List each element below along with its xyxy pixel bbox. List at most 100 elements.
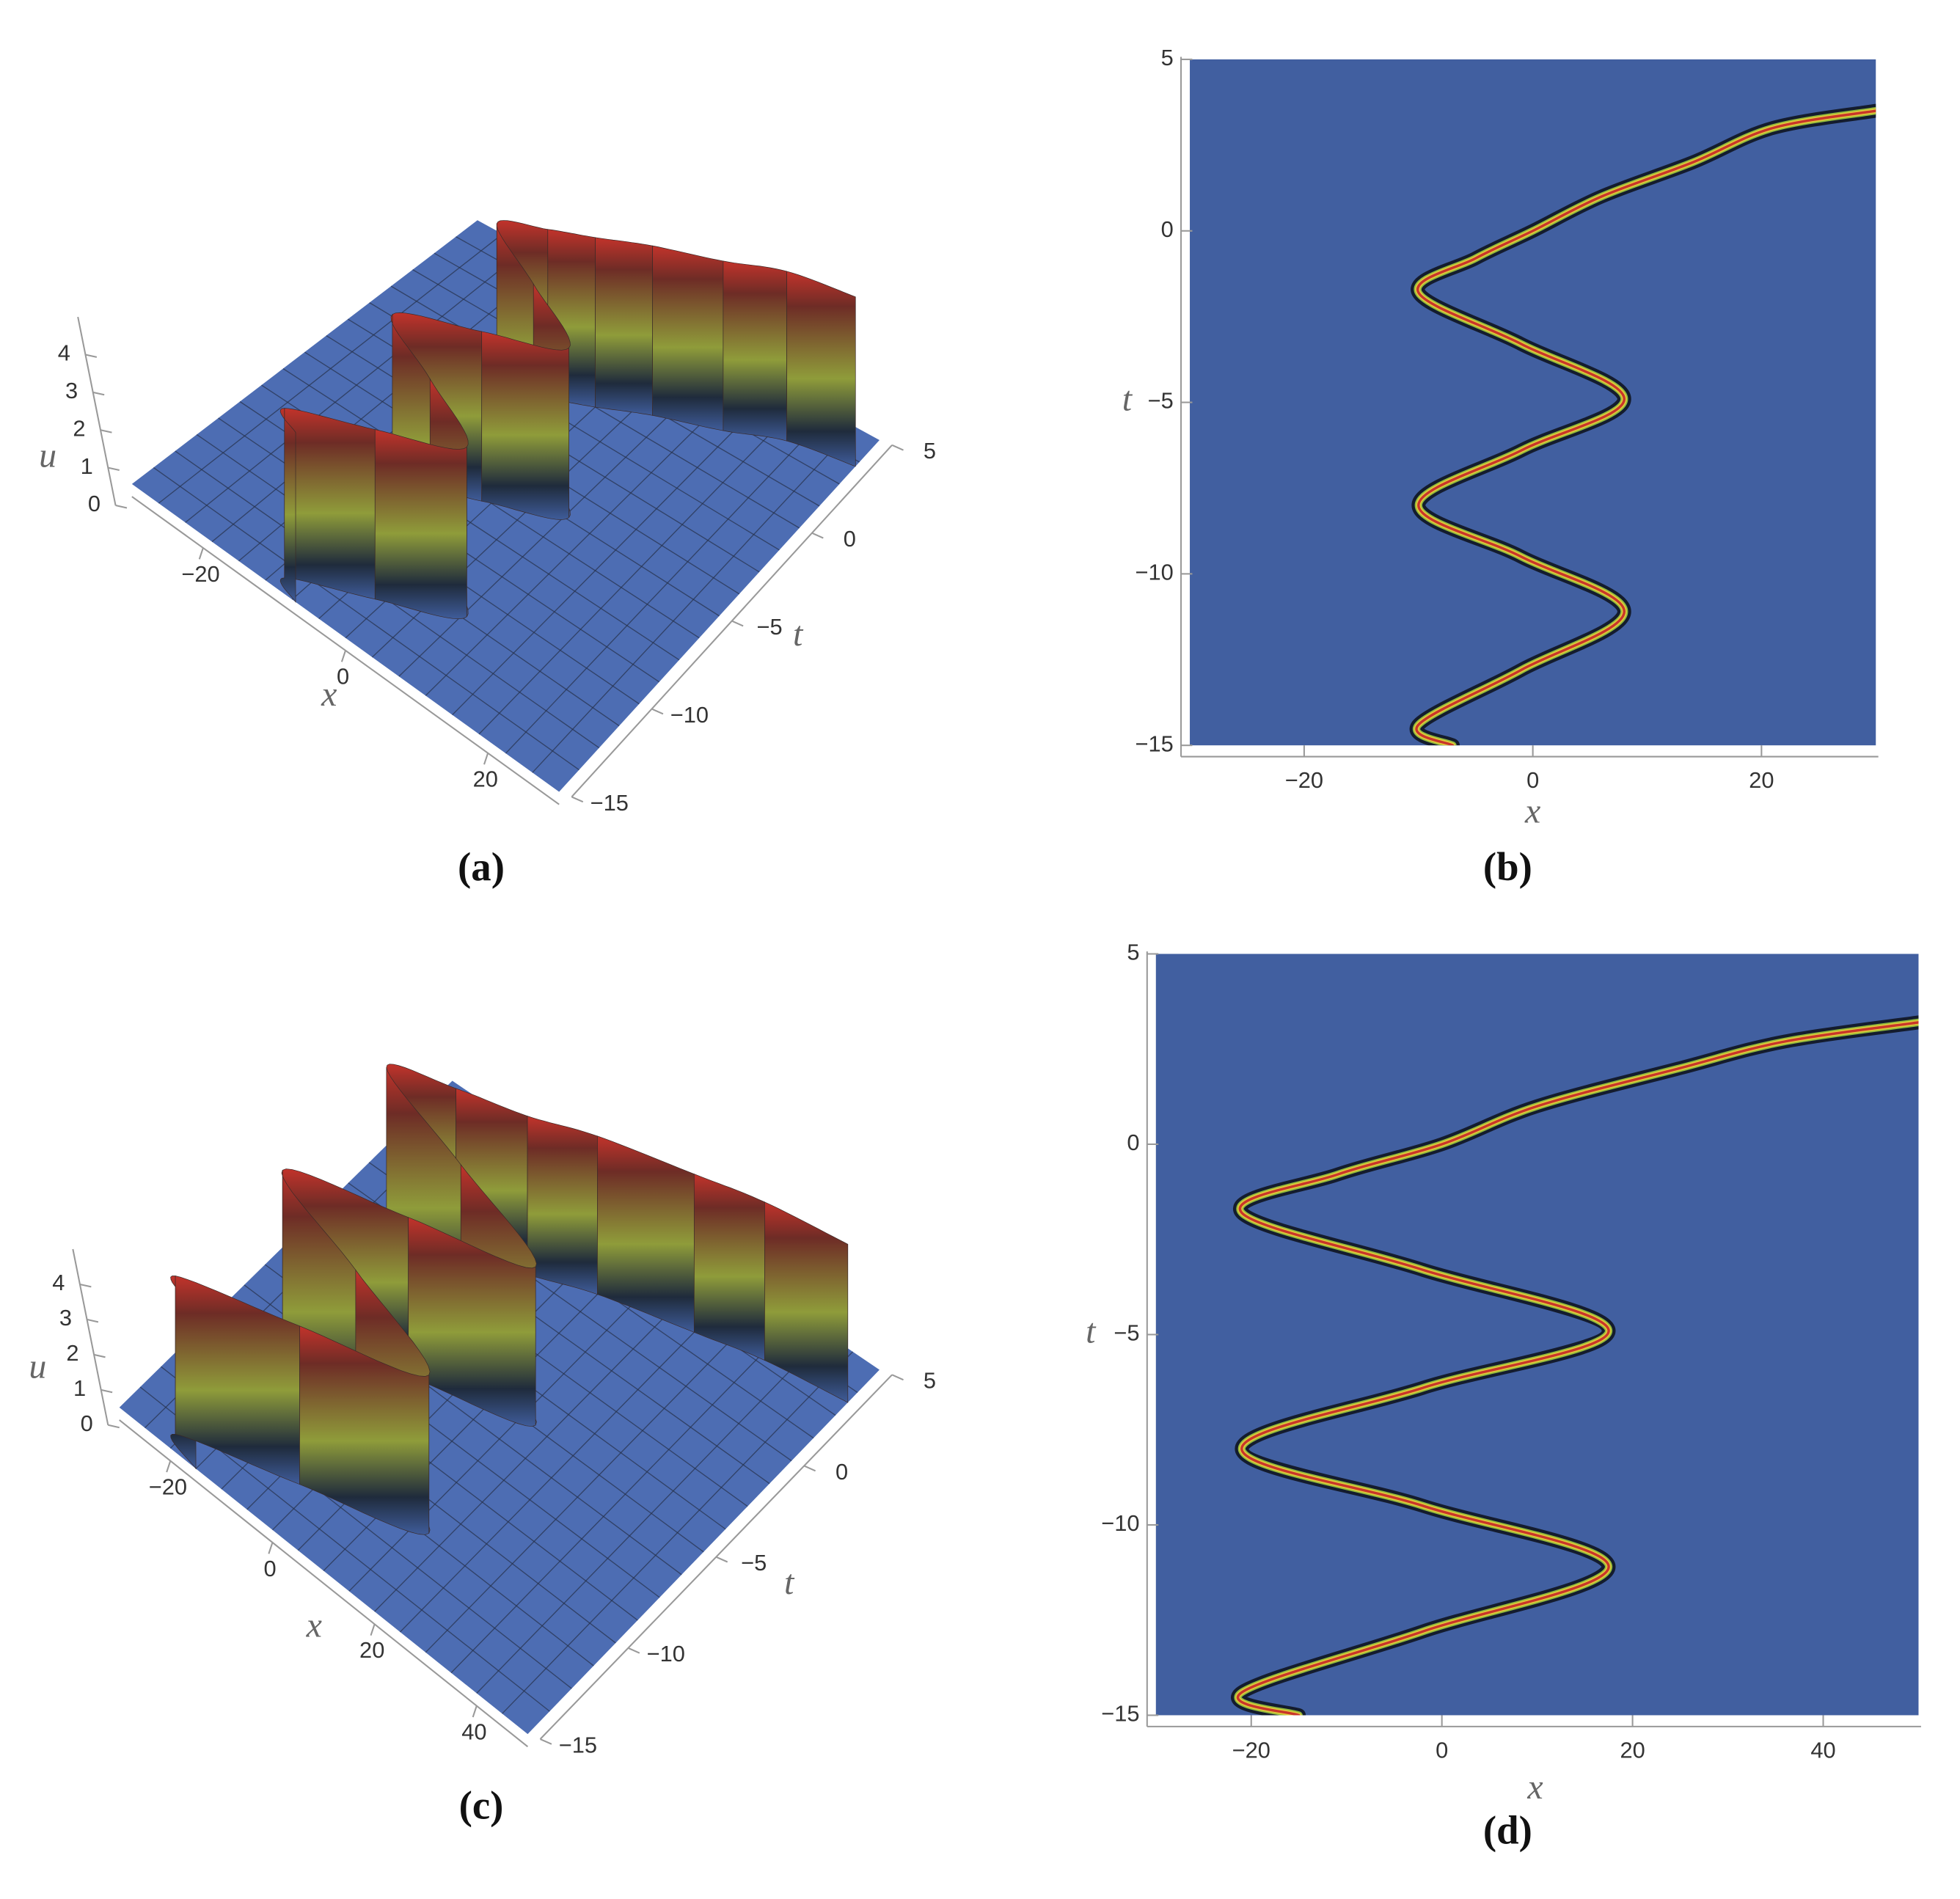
t-tick — [891, 1374, 904, 1381]
wall-segment — [299, 1325, 430, 1535]
y-tick-label: −15 — [1101, 1701, 1139, 1727]
x-tick-label: −20 — [1285, 767, 1323, 793]
t-tick — [803, 1465, 816, 1472]
u-axis — [72, 1248, 109, 1426]
plot-area — [1190, 59, 1876, 746]
wall-segment — [764, 1201, 849, 1403]
mesh-line — [505, 412, 830, 754]
mesh-line — [399, 1278, 747, 1633]
x-tick — [198, 547, 204, 560]
t-tick-label: −10 — [670, 702, 709, 728]
x-tick-label: 40 — [461, 1719, 486, 1744]
x-tick-label: 0 — [263, 1556, 276, 1581]
wall-segment — [595, 237, 653, 416]
t-tick — [627, 1647, 640, 1654]
mesh-line — [452, 384, 780, 716]
u-tick-label: 0 — [81, 1410, 93, 1436]
mesh-line — [476, 1333, 827, 1694]
ridge — [1231, 1015, 1919, 1716]
u-tick — [92, 391, 105, 396]
x-tick-label: 20 — [473, 766, 498, 792]
x-axis-label: x — [1526, 1768, 1543, 1807]
x-tick-label: −20 — [1232, 1737, 1270, 1763]
u-tick — [100, 1388, 113, 1394]
x-tick-label: 20 — [359, 1637, 384, 1663]
t-tick-label: 5 — [924, 438, 936, 464]
x-axis-label: x — [306, 1606, 322, 1644]
u-axis-label: u — [29, 1347, 46, 1386]
x-axis — [119, 1419, 529, 1748]
x-tick — [483, 753, 489, 765]
wall-segment — [284, 408, 376, 600]
ridge-core — [1415, 109, 1876, 746]
x-tick — [472, 1705, 478, 1718]
u-tick-label: 3 — [65, 378, 78, 403]
u-tick — [108, 466, 120, 472]
panel-label: (c) — [459, 1783, 504, 1828]
u-axis-label: u — [39, 436, 56, 475]
t-tick-label: −5 — [757, 614, 783, 640]
t-tick-label: −10 — [647, 1641, 685, 1666]
panel-label: (a) — [458, 844, 505, 889]
u-tick — [115, 505, 128, 509]
u-tick-label: 2 — [66, 1340, 78, 1366]
mesh-line — [425, 1297, 773, 1653]
t-tick — [571, 796, 584, 803]
x-tick-label: 20 — [1620, 1737, 1645, 1763]
t-tick — [891, 444, 904, 451]
t-tick-label: 0 — [844, 526, 856, 552]
u-tick — [93, 1353, 106, 1358]
wall-segment — [723, 260, 787, 442]
wall-segment — [652, 245, 724, 431]
wall-segment — [693, 1174, 765, 1361]
y-tick-label: −5 — [1148, 388, 1174, 414]
x-tick — [268, 1542, 274, 1554]
x-tick-label: −20 — [149, 1474, 187, 1499]
x-tick-label: −20 — [181, 561, 219, 587]
x-tick-label: 0 — [337, 664, 349, 689]
t-tick-label: −5 — [741, 1550, 767, 1576]
u-tick-label: 1 — [81, 453, 93, 479]
u-tick-label: 0 — [88, 491, 100, 516]
wall-segment — [408, 1217, 536, 1427]
x-axis-label: x — [1524, 791, 1540, 830]
wall-segment — [786, 271, 856, 467]
ridge-core — [1237, 1021, 1919, 1716]
t-tick — [540, 1738, 552, 1745]
t-axis-label: t — [1086, 1311, 1097, 1350]
u-axis — [77, 316, 117, 506]
t-tick — [731, 620, 744, 627]
u-tick — [85, 354, 98, 358]
u-tick — [108, 1424, 120, 1429]
u-tick — [100, 429, 112, 433]
y-tick-label: −10 — [1135, 560, 1173, 585]
mesh-line — [502, 1351, 854, 1714]
mesh-line — [478, 398, 805, 735]
x-tick-label: 40 — [1810, 1737, 1835, 1763]
plot-area — [1155, 954, 1919, 1716]
y-tick-label: −5 — [1114, 1320, 1139, 1346]
ridge — [1409, 103, 1876, 746]
y-tick-label: −10 — [1101, 1510, 1139, 1536]
mesh-line — [374, 1261, 720, 1612]
u-tick-label: 2 — [73, 415, 85, 441]
t-tick — [715, 1556, 728, 1563]
y-tick-label: 5 — [1161, 45, 1174, 70]
u-tick — [87, 1318, 99, 1323]
t-axis-label: t — [784, 1563, 795, 1602]
y-tick-label: 0 — [1161, 216, 1174, 242]
t-axis-label: t — [1122, 380, 1133, 419]
wall-segment — [527, 1116, 598, 1295]
t-tick-label: −15 — [559, 1732, 597, 1757]
y-tick-label: 0 — [1127, 1130, 1139, 1155]
t-axis-label: t — [793, 615, 804, 654]
wall-segment — [481, 331, 569, 520]
t-tick-label: 0 — [835, 1459, 848, 1485]
t-tick — [651, 708, 664, 715]
x-tick-label: 0 — [1526, 767, 1539, 793]
mesh-line — [532, 425, 855, 773]
panel-label: (b) — [1483, 844, 1532, 889]
y-tick-label: 5 — [1127, 940, 1139, 965]
